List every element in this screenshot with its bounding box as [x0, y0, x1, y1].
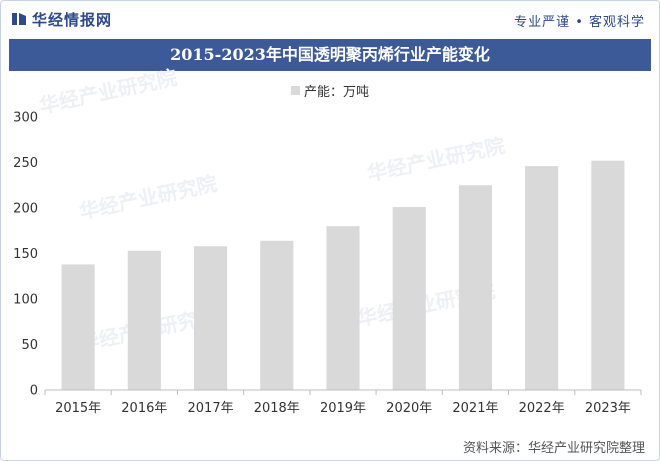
y-tick-label: 50 — [21, 338, 38, 353]
x-tick-label: 2021年 — [452, 401, 498, 416]
y-tick-label: 250 — [13, 156, 38, 171]
logo-icon — [12, 13, 26, 25]
x-tick-label: 2017年 — [188, 401, 234, 416]
x-tick-label: 2020年 — [386, 401, 432, 416]
y-tick-label: 300 — [13, 111, 38, 126]
bar — [525, 166, 559, 390]
x-tick-label: 2022年 — [519, 401, 565, 416]
y-tick-label: 200 — [13, 202, 38, 217]
bar — [458, 185, 492, 390]
watermark: 华经产业研究院 — [77, 171, 219, 224]
bar — [61, 264, 95, 390]
source-note: 资料来源：华经产业研究院整理 — [462, 441, 645, 456]
y-tick-label: 100 — [13, 293, 38, 308]
y-tick-label: 0 — [30, 384, 38, 399]
logo-text: 华经情报网 — [32, 11, 113, 29]
header-bar: 华经情报网 专业严谨 • 客观科学 — [1, 1, 659, 37]
x-axis: 2015年 2016年 2017年 2018年 2019年 2020年 2021年 2022年… — [44, 389, 642, 416]
bar — [260, 240, 294, 390]
bar — [127, 250, 161, 390]
x-tick-label: 2023年 — [585, 401, 631, 416]
chart-title: 2015-2023年中国透明聚丙烯行业产能变化 — [9, 39, 651, 71]
bar — [326, 226, 360, 390]
bar — [591, 160, 625, 390]
bar — [194, 246, 228, 390]
y-tick-label: 150 — [13, 247, 38, 262]
watermark: 华经产业研究院 — [37, 65, 179, 118]
legend-swatch — [290, 86, 300, 95]
x-tick-label: 2018年 — [254, 401, 300, 416]
y-axis: 0 50 100 150 200 250 300 — [13, 111, 38, 399]
tagline: 专业严谨 • 客观科学 — [514, 15, 645, 30]
bars — [61, 160, 625, 390]
bar — [392, 207, 426, 390]
legend: 产能：万吨 — [1, 81, 659, 100]
x-tick-label: 2015年 — [55, 401, 101, 416]
x-tick-label: 2016年 — [121, 401, 167, 416]
legend-label: 产能：万吨 — [303, 85, 369, 100]
x-tick-label: 2019年 — [320, 401, 366, 416]
watermark: 华经产业研究院 — [365, 133, 507, 186]
